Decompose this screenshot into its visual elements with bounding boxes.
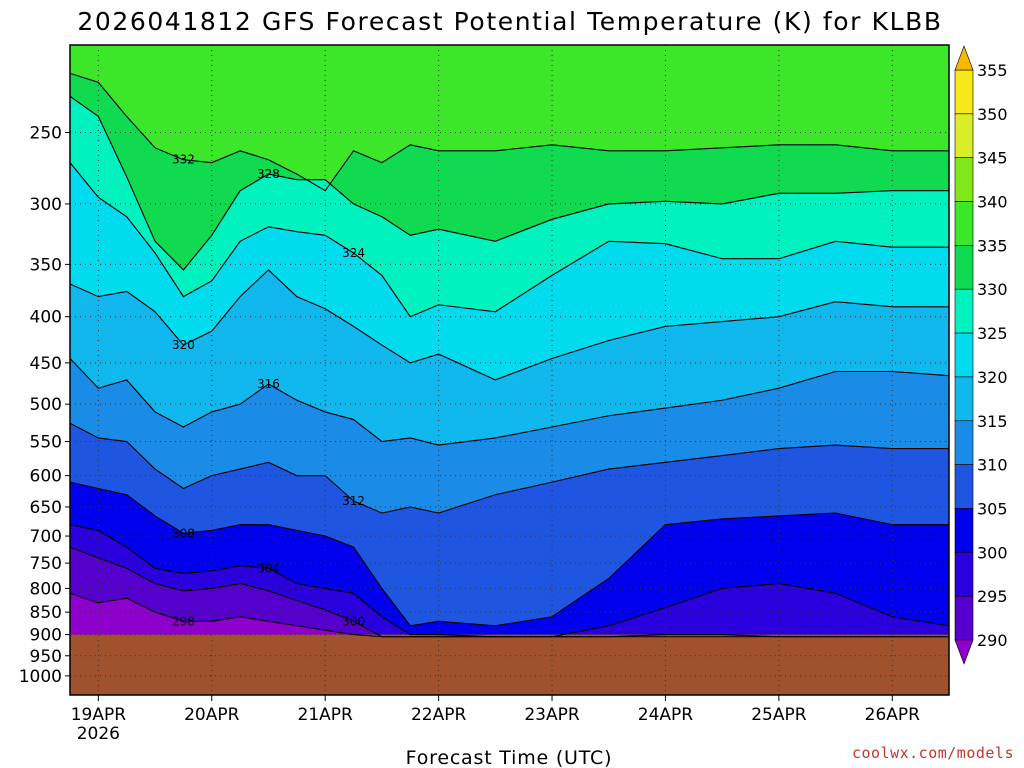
x-tick-label: 22APR xyxy=(411,705,467,725)
contour-label: 324 xyxy=(342,246,365,260)
colorbar-segment xyxy=(954,201,974,246)
colorbar-tick-label: 305 xyxy=(977,499,1008,518)
x-axis: 19APR 20APR 21APR 22APR 23APR 24APR 25APR 26APR… xyxy=(71,695,920,744)
colorbar-tick-label: 315 xyxy=(977,412,1008,431)
colorbar-tick-label: 320 xyxy=(977,368,1008,387)
grid xyxy=(70,45,949,695)
y-tick-label: 650 xyxy=(30,498,62,518)
contour-line-324 xyxy=(70,162,949,318)
colorbar-segment xyxy=(954,464,974,509)
contours: 332 328 324 320 316 312 308 304 300 298 xyxy=(70,72,949,638)
colorbar-tick-label: 340 xyxy=(977,193,1008,212)
contour-line-308 xyxy=(70,481,949,627)
y-axis: 250 300 350 400 450 500 550 600 650 700 750 800 850 9… xyxy=(19,123,70,687)
colorbar: 355 350 345 340 335 330 325 320 315 310 305 300 295 2… xyxy=(954,45,1008,665)
colorbar-segment xyxy=(954,508,974,553)
plot-frame xyxy=(69,44,950,696)
y-tick-label: 1000 xyxy=(19,667,62,687)
colorbar-segment xyxy=(954,69,974,115)
colorbar-tick-label: 335 xyxy=(977,236,1008,255)
colorbar-segment xyxy=(954,288,974,334)
contour-label: 320 xyxy=(172,338,195,352)
x-tick-label: 19APR xyxy=(71,705,127,725)
y-tick-label: 450 xyxy=(30,354,62,374)
x-tick-label: 26APR xyxy=(865,705,921,725)
x-tick-label: 20APR xyxy=(184,705,240,725)
colorbar-tick-label: 310 xyxy=(977,456,1008,475)
colorbar-tick-label: 355 xyxy=(977,61,1008,80)
y-tick-label: 550 xyxy=(30,433,62,453)
y-tick-label: 600 xyxy=(30,467,62,487)
colorbar-segment xyxy=(954,245,974,290)
contour-label: 312 xyxy=(342,494,365,508)
colorbar-bottom-arrow xyxy=(954,639,974,665)
y-tick-label: 750 xyxy=(30,554,62,574)
x-tick-label: 21APR xyxy=(298,705,354,725)
credit-text: coolwx.com/models xyxy=(852,744,1014,762)
colorbar-segment xyxy=(954,552,974,597)
contour-label: 332 xyxy=(172,153,195,167)
plot-area xyxy=(70,45,949,695)
contour-line-332 xyxy=(70,72,949,192)
colorbar-segment xyxy=(954,376,974,422)
colorbar-tick-label: 345 xyxy=(977,149,1008,168)
colorbar-segment xyxy=(954,420,974,465)
colorbar-tick-label: 290 xyxy=(977,631,1008,650)
x-tick-label: 25APR xyxy=(751,705,807,725)
contour-line-298 xyxy=(70,592,949,638)
y-tick-label: 400 xyxy=(30,308,62,328)
x-tick-label: 23APR xyxy=(524,705,580,725)
colorbar-tick-label: 295 xyxy=(977,587,1008,606)
contour-label: 304 xyxy=(257,561,280,575)
colorbar-segment xyxy=(954,595,974,641)
y-tick-label: 300 xyxy=(30,195,62,215)
colorbar-tick-label: 325 xyxy=(977,324,1008,343)
contour-label: 316 xyxy=(257,377,280,391)
colorbar-top-arrow xyxy=(954,45,974,71)
y-tick-label: 350 xyxy=(30,255,62,275)
y-tick-label: 250 xyxy=(30,123,62,143)
contour-line-312 xyxy=(70,422,949,514)
y-tick-label: 800 xyxy=(30,579,62,599)
contour-line-328 xyxy=(70,95,949,271)
colorbar-tick-label: 350 xyxy=(977,105,1008,124)
x-tick-sublabel: 2026 xyxy=(77,724,120,744)
contour-label: 308 xyxy=(172,526,195,540)
y-tick-label: 900 xyxy=(30,626,62,646)
y-tick-label: 500 xyxy=(30,395,62,415)
contour-line-304 xyxy=(70,524,949,638)
contour-line-316 xyxy=(70,358,949,446)
contour-label: 298 xyxy=(172,614,195,628)
colorbar-tick-label: 330 xyxy=(977,280,1008,299)
y-tick-label: 850 xyxy=(30,603,62,623)
y-tick-label: 950 xyxy=(30,647,62,667)
x-tick-label: 24APR xyxy=(638,705,694,725)
chart-title: 2026041812 GFS Forecast Potential Temper… xyxy=(77,7,942,36)
y-tick-label: 700 xyxy=(30,527,62,547)
contour-line-320 xyxy=(70,269,949,381)
colorbar-segment xyxy=(954,332,974,378)
colorbar-tick-label: 300 xyxy=(977,543,1008,562)
x-axis-label: Forecast Time (UTC) xyxy=(406,747,613,768)
ground xyxy=(70,634,949,695)
contour-label: 328 xyxy=(257,167,280,181)
colorbar-segment xyxy=(954,157,974,202)
contour-label: 300 xyxy=(342,614,365,628)
colorbar-segment xyxy=(954,113,974,158)
